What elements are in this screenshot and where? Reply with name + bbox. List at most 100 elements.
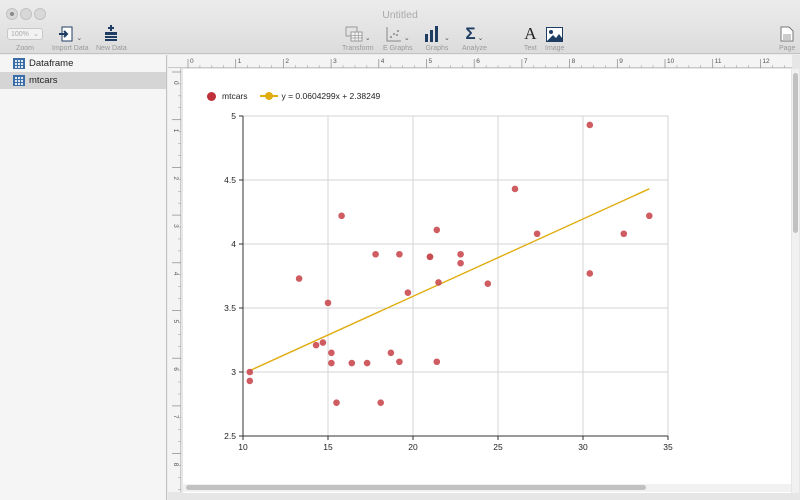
ruler-mark-label: 5 [172,320,179,324]
data-point[interactable] [426,253,434,261]
import-data-button[interactable]: ⌄ Import Data [52,24,89,52]
vertical-scrollbar[interactable] [792,69,799,493]
data-point[interactable] [319,339,327,346]
data-point[interactable] [328,359,335,367]
ruler-corner [168,55,184,68]
transform-button[interactable]: ⌄ Transform [342,24,374,52]
sidebar-item-dataframe[interactable]: Dataframe [0,55,166,72]
data-point[interactable] [348,359,356,367]
data-point[interactable] [324,299,332,307]
ruler-mark-label: 6 [476,58,480,65]
chevron-down-icon: ⌄ [76,35,83,42]
chevron-down-icon: ⌄ [477,35,484,42]
data-point[interactable] [404,289,412,296]
ruler-mark-label: 12 [762,58,770,65]
y-tick-label: 2.5 [224,431,236,441]
data-point[interactable] [363,359,371,367]
chevron-down-icon: ⌄ [364,35,371,42]
data-point[interactable] [533,230,541,238]
zoom-label: Zoom [16,45,34,52]
new-data-icon [105,25,118,41]
ruler-mark-label: 1 [238,58,242,65]
text-button[interactable]: A Text [524,24,537,52]
data-point[interactable] [620,230,628,238]
bar-chart-icon [425,26,438,42]
zoom-control[interactable]: 100% ⌄ Zoom [7,24,43,52]
data-point[interactable] [246,377,254,385]
title-bar: Untitled 100% ⌄ Zoom ⌄ Import Data [0,0,800,54]
data-point[interactable] [396,250,403,258]
data-point[interactable] [328,349,335,357]
ruler-mark-label: 2 [172,176,179,180]
zoom-select[interactable]: 100% ⌄ [7,28,43,40]
data-point[interactable] [338,212,345,220]
x-tick-label: 25 [493,442,503,452]
data-point[interactable] [457,250,464,258]
legend-marker-mtcars [207,91,216,101]
data-point[interactable] [387,349,395,357]
sigma-icon: Σ [465,24,476,43]
data-point[interactable] [377,399,384,407]
scatter-chart[interactable]: 10 15 20 25 30 35 2.5 3 3.5 4 4.5 5 [183,69,791,493]
data-point[interactable] [457,259,464,267]
x-tick-label: 35 [663,442,673,452]
new-data-button[interactable]: New Data [96,24,127,52]
ruler-mark-label: 7 [524,58,528,65]
analyze-label: Analyze [462,45,487,52]
data-point[interactable] [295,275,303,282]
page-button[interactable]: Page [779,24,795,52]
data-point[interactable] [511,185,519,193]
data-point[interactable] [396,358,403,366]
ruler-mark-label: 10 [667,58,675,65]
data-point[interactable] [484,280,492,287]
plot-area [242,115,669,437]
analyze-button[interactable]: Σ ⌄ Analyze [462,24,487,52]
sidebar: Dataframe mtcars [0,55,167,500]
data-point[interactable] [433,226,441,234]
data-point[interactable] [333,399,340,407]
import-data-label: Import Data [52,45,89,52]
data-point[interactable] [433,358,441,366]
ruler-mark-label: 0 [172,81,179,85]
data-point[interactable] [586,270,594,277]
horizontal-scroll-thumb[interactable] [186,485,646,490]
data-point[interactable] [435,279,442,286]
sidebar-item-label: mtcars [29,75,58,86]
image-icon [546,27,564,42]
ruler-mark-label: 3 [172,224,179,228]
ruler-mark-label: 4 [381,58,385,65]
image-button[interactable]: Image [545,24,564,52]
close-window-button[interactable] [6,8,18,20]
ruler-mark-label: 4 [172,272,179,276]
sidebar-item-mtcars[interactable]: mtcars [0,72,166,89]
data-point[interactable] [586,121,594,129]
graphs-button[interactable]: ⌄ Graphs [424,24,450,52]
vertical-scroll-thumb[interactable] [793,73,798,233]
data-point[interactable] [372,250,379,258]
data-point[interactable] [646,212,653,220]
y-tick-label: 5 [231,111,236,121]
horizontal-scrollbar[interactable] [183,484,791,492]
graph-page[interactable]: mtcars y = 0.0604299x + 2.38249 10 15 20 25… [183,69,791,493]
minimize-window-button[interactable] [20,8,32,20]
chart-legend[interactable]: mtcars y = 0.0604299x + 2.38249 [207,91,380,101]
ruler-mark-label: 11 [715,58,722,65]
legend-label-mtcars: mtcars [222,91,248,101]
zoom-window-button[interactable] [34,8,46,20]
new-data-label: New Data [96,45,127,52]
ruler-mark-label: 8 [572,58,576,65]
sidebar-item-label: Dataframe [29,58,74,69]
trend-line[interactable] [249,188,650,372]
ruler-mark-label: 1 [172,129,179,133]
table-icon [13,58,25,69]
data-point[interactable] [312,341,320,349]
zoom-value: 100% [11,30,29,38]
egraphs-button[interactable]: ⌄ E Graphs [383,24,413,52]
chevron-down-icon: ⌄ [444,35,450,42]
x-tick-label: 15 [323,442,333,452]
y-tick-label: 3.5 [224,303,236,313]
x-tick-label: 30 [578,442,588,452]
data-point[interactable] [246,368,254,376]
x-tick-label: 20 [408,442,418,452]
chevron-down-icon: ⌄ [403,35,410,42]
